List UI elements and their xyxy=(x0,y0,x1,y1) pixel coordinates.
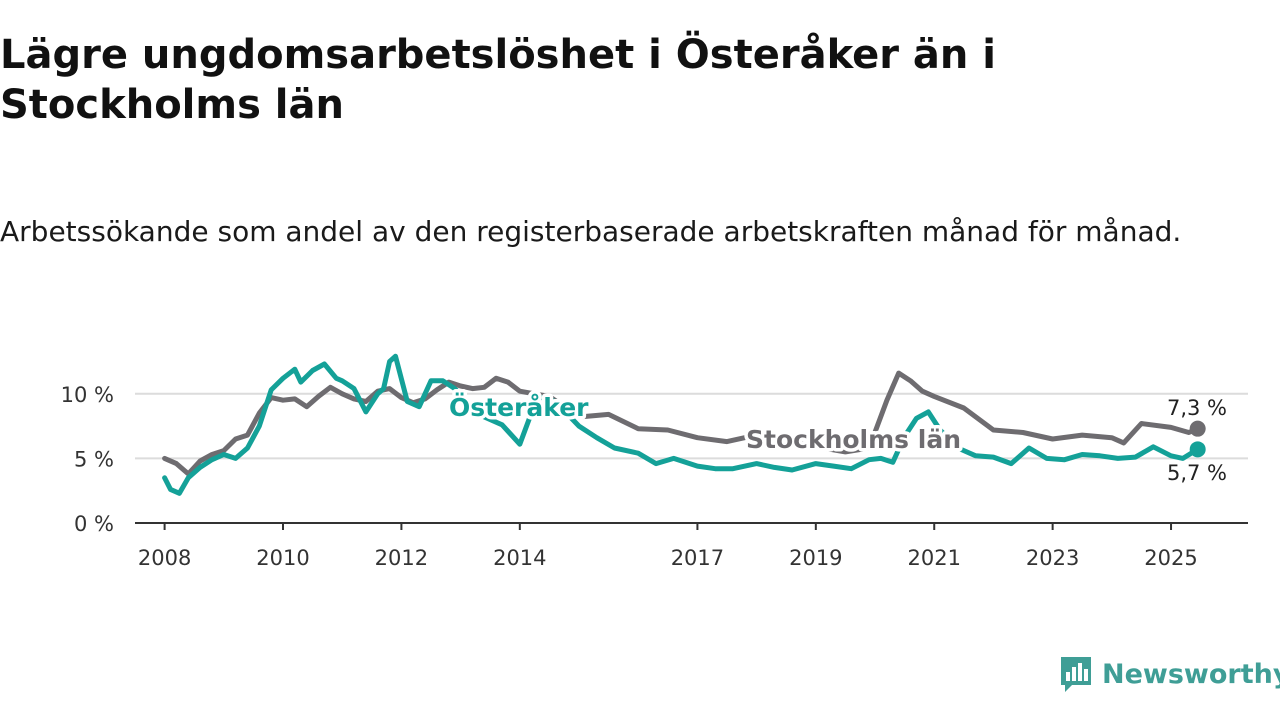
series-label-stockholms-lan: Stockholms län xyxy=(746,425,961,454)
x-tick-label: 2025 xyxy=(1144,546,1197,570)
x-tick-label: 2021 xyxy=(908,546,961,570)
line-osteraker xyxy=(162,353,1201,496)
y-tick-label: 0 % xyxy=(74,512,114,536)
x-tick-label: 2014 xyxy=(493,546,546,570)
x-tick-label: 2019 xyxy=(789,546,842,570)
x-tick-label: 2008 xyxy=(138,546,191,570)
bar-chart-logo-icon xyxy=(1061,657,1091,692)
x-tick-label: 2010 xyxy=(256,546,309,570)
logo-text: Newsworthy xyxy=(1102,658,1280,690)
end-label-osteraker: 5,7 % xyxy=(1167,461,1227,485)
y-axis-ticks: 0 % 5 % 10 % xyxy=(61,383,114,536)
chart-subtitle: Arbetssökande som andel av den registerb… xyxy=(0,215,1182,248)
line-stockholms-lan xyxy=(162,370,1201,477)
series-label-osteraker: Österåker xyxy=(449,392,589,422)
x-tick-label: 2012 xyxy=(375,546,428,570)
series-labels: Österåker Stockholms län 7,3 % 5,7 % xyxy=(446,389,1228,486)
x-axis: 2008 2010 2012 2014 2017 2019 2021 2023 2025 xyxy=(135,522,1248,570)
newsworthy-logo: Newsworthy xyxy=(1058,652,1280,696)
series-lines xyxy=(162,353,1206,496)
line-osteraker-end-point xyxy=(1189,441,1206,458)
line-chart: 0 %5 %10 % 2008 2010 2012 2014 2017 2019 2021 2… xyxy=(61,353,1248,570)
x-tick-label: 2023 xyxy=(1026,546,1079,570)
chart-title: Lägre ungdomsarbetslöshet i Österåker än… xyxy=(0,32,996,128)
y-tick-label: 5 % xyxy=(74,447,114,471)
end-label-stockholms-lan: 7,3 % xyxy=(1167,396,1227,420)
y-tick-label: 10 % xyxy=(61,383,114,407)
x-tick-label: 2017 xyxy=(671,546,724,570)
line-stockholms-lan-end-point xyxy=(1189,420,1206,437)
